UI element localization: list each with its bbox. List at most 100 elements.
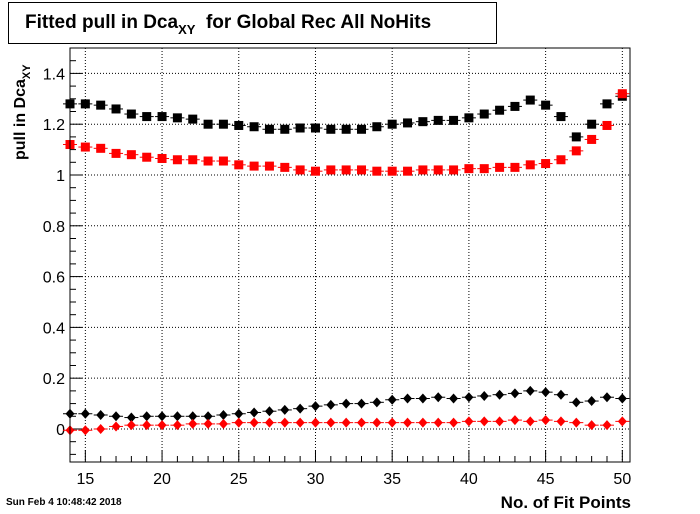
data-point [372, 417, 382, 428]
data-point [142, 152, 152, 162]
data-point [418, 117, 428, 127]
data-point [357, 124, 367, 134]
chart-title-rest: for Global Rec All NoHits [205, 12, 432, 33]
data-point [157, 153, 167, 163]
data-point [326, 124, 336, 134]
data-point [387, 166, 397, 176]
data-point [188, 418, 198, 429]
data-point [341, 417, 351, 428]
x-tick-label: 45 [537, 471, 555, 488]
data-point [295, 417, 305, 428]
data-point [602, 99, 612, 109]
data-point [264, 417, 274, 428]
data-point [464, 416, 474, 427]
data-point [142, 420, 152, 431]
data-point [295, 165, 305, 175]
x-tick-label: 40 [460, 471, 478, 488]
data-point [203, 119, 213, 129]
data-point [372, 397, 382, 408]
data-point [249, 122, 259, 132]
data-point [249, 161, 259, 171]
data-point [617, 393, 627, 404]
data-point [587, 119, 597, 129]
data-point [403, 118, 413, 128]
data-point [126, 109, 136, 119]
y-tick-label: 1 [56, 168, 65, 185]
data-point [157, 112, 167, 122]
data-point [111, 148, 121, 158]
data-point [188, 114, 198, 124]
data-point [495, 416, 505, 427]
data-point [617, 89, 627, 99]
y-tick-label: 0.2 [43, 371, 65, 388]
data-point [387, 119, 397, 129]
data-point [111, 104, 121, 114]
x-tick-label: 35 [383, 471, 401, 488]
data-point [449, 165, 459, 175]
data-point [541, 100, 551, 110]
data-point [326, 417, 336, 428]
data-point [172, 113, 182, 123]
data-point [479, 416, 489, 427]
y-tick-label: 0 [56, 422, 65, 439]
data-point [464, 113, 474, 123]
data-point [602, 120, 612, 130]
chart-title: Fitted pull in DcaXY for Global Rec All … [25, 12, 431, 37]
data-point [203, 411, 213, 422]
data-point [96, 143, 106, 153]
data-point [357, 417, 367, 428]
data-point [218, 418, 228, 429]
data-point [280, 404, 290, 415]
data-point [234, 120, 244, 130]
data-point [541, 387, 551, 398]
data-point [587, 420, 597, 431]
data-point [403, 417, 413, 428]
data-point [310, 401, 320, 412]
data-point [602, 392, 612, 403]
data-point [295, 403, 305, 414]
data-point [295, 123, 305, 133]
data-point [510, 415, 520, 426]
data-point [310, 417, 320, 428]
data-point [203, 156, 213, 166]
data-point [203, 418, 213, 429]
data-point [525, 95, 535, 105]
data-point [418, 165, 428, 175]
data-point [479, 390, 489, 401]
data-point [341, 124, 351, 134]
data-point [464, 392, 474, 403]
data-point [126, 412, 136, 423]
data-point [188, 411, 198, 422]
data-point [172, 411, 182, 422]
data-point [264, 124, 274, 134]
data-point [495, 105, 505, 115]
data-point [449, 393, 459, 404]
chart-title-main: Fitted pull in Dca [25, 12, 179, 33]
data-point [80, 142, 90, 152]
data-point [142, 112, 152, 122]
data-point [556, 155, 566, 165]
data-point [80, 99, 90, 109]
x-tick-label: 25 [230, 471, 248, 488]
data-point [264, 161, 274, 171]
data-point [525, 416, 535, 427]
data-point [111, 411, 121, 422]
data-point [126, 150, 136, 160]
data-point [602, 420, 612, 431]
x-tick-label: 20 [153, 471, 171, 488]
data-point [326, 165, 336, 175]
data-point [80, 425, 90, 436]
data-point [280, 124, 290, 134]
data-point [418, 417, 428, 428]
data-point [280, 162, 290, 172]
data-point [157, 420, 167, 431]
data-point [234, 408, 244, 419]
data-point [571, 397, 581, 408]
data-point [495, 389, 505, 400]
data-point [96, 423, 106, 434]
y-tick-label: 0.6 [43, 270, 65, 287]
data-point [80, 408, 90, 419]
data-point [449, 115, 459, 125]
data-point [617, 416, 627, 427]
timestamp: Sun Feb 4 10:48:42 2018 [6, 497, 122, 508]
